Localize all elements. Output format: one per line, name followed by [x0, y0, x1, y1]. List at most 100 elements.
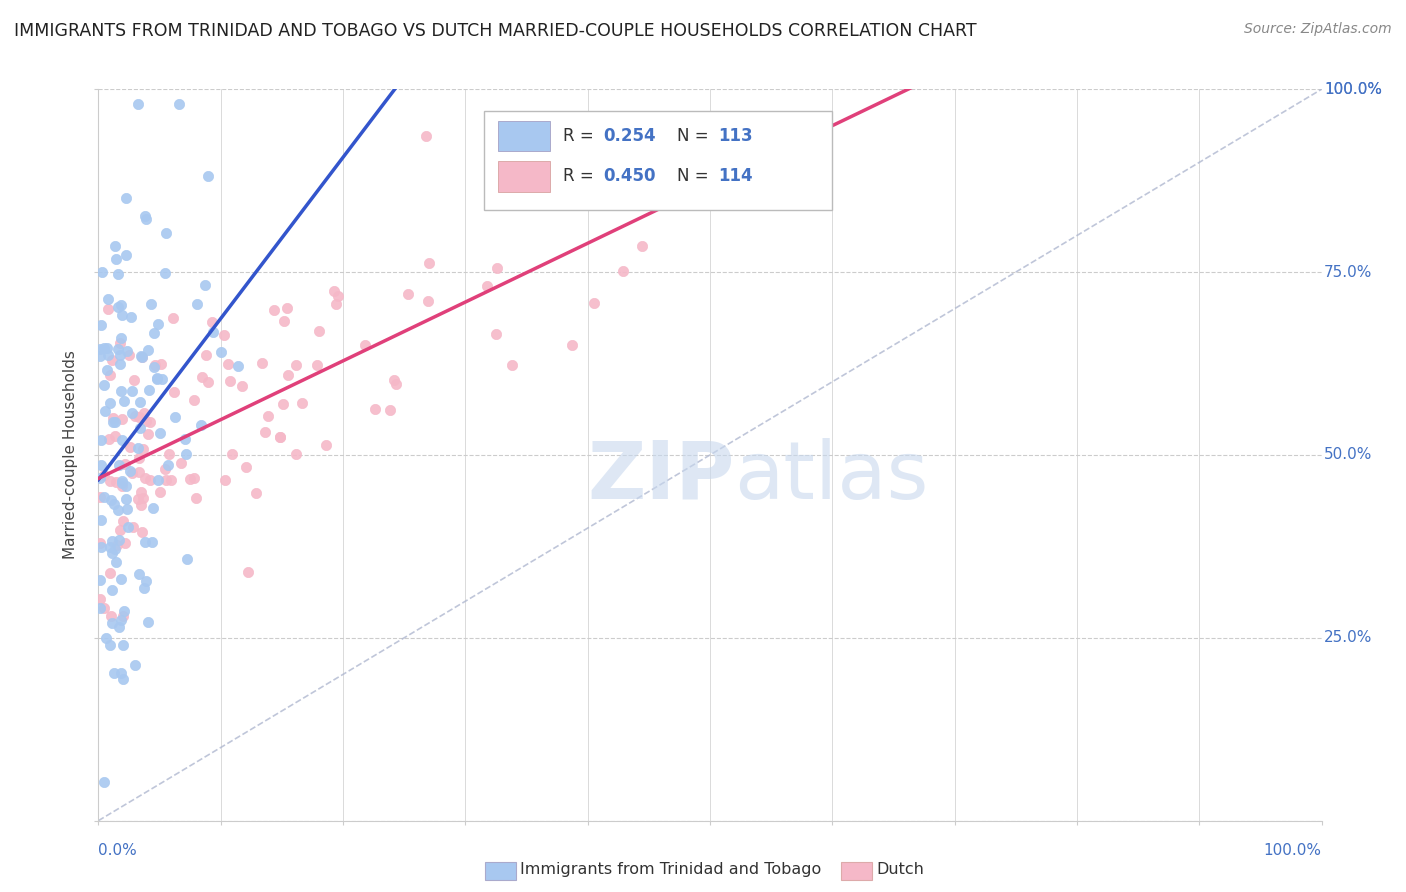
Point: [134, 414, 156, 428]
Point: [146, 372, 169, 386]
Point: [384, 376, 406, 391]
Text: Dutch: Dutch: [876, 863, 924, 877]
Point: [124, 658, 146, 673]
Point: [89, 513, 111, 527]
Point: [107, 267, 129, 281]
Point: [90, 318, 112, 332]
Point: [89, 600, 111, 615]
Point: [114, 536, 136, 550]
Point: [501, 359, 523, 373]
Point: [561, 337, 583, 351]
Point: [141, 535, 163, 549]
FancyBboxPatch shape: [498, 120, 550, 152]
Point: [197, 376, 219, 390]
Point: [475, 278, 498, 293]
FancyBboxPatch shape: [498, 161, 550, 192]
Point: [138, 384, 160, 398]
Text: atlas: atlas: [734, 438, 929, 516]
Point: [101, 415, 124, 429]
Point: [191, 370, 214, 384]
Point: [108, 357, 131, 371]
Point: [97, 302, 120, 317]
Point: [194, 278, 217, 293]
Point: [221, 447, 243, 461]
Point: [135, 574, 157, 589]
Point: [176, 552, 198, 566]
Point: [153, 266, 176, 280]
Point: [107, 301, 129, 315]
Point: [149, 357, 172, 371]
Point: [121, 520, 143, 534]
Point: [269, 430, 291, 444]
Point: [93, 378, 115, 392]
Text: 100.0%: 100.0%: [1264, 843, 1322, 857]
Point: [89, 573, 111, 587]
Point: [214, 328, 236, 343]
Point: [100, 608, 122, 623]
Y-axis label: Married-couple Households: Married-couple Households: [63, 351, 79, 559]
Point: [315, 438, 337, 452]
Point: [110, 523, 132, 537]
Point: [155, 473, 177, 487]
Point: [118, 441, 141, 455]
Point: [89, 349, 111, 363]
Point: [96, 342, 118, 356]
Point: [285, 358, 308, 372]
Point: [139, 473, 162, 487]
Point: [396, 287, 419, 301]
Point: [107, 620, 129, 634]
Point: [110, 298, 132, 312]
Point: [115, 343, 138, 358]
Text: 113: 113: [718, 127, 754, 145]
Point: [364, 402, 387, 417]
Point: [128, 410, 150, 425]
Point: [174, 432, 197, 446]
Point: [111, 638, 134, 652]
Point: [111, 515, 134, 529]
Text: Source: ZipAtlas.com: Source: ZipAtlas.com: [1244, 22, 1392, 37]
Point: [97, 292, 120, 306]
Point: [183, 392, 205, 407]
Point: [108, 533, 131, 547]
Point: [94, 631, 117, 645]
Point: [90, 458, 112, 473]
Text: N =: N =: [678, 167, 714, 186]
Point: [90, 540, 112, 554]
Point: [112, 393, 135, 408]
Point: [122, 373, 145, 387]
Point: [245, 486, 267, 500]
Point: [254, 425, 277, 440]
Point: [132, 406, 155, 420]
Point: [131, 525, 153, 540]
Point: [105, 555, 128, 569]
Point: [139, 296, 162, 310]
Point: [269, 430, 291, 444]
Point: [150, 372, 173, 386]
Point: [263, 303, 285, 318]
Point: [121, 384, 143, 399]
Point: [131, 350, 153, 364]
Text: R =: R =: [564, 167, 599, 186]
Point: [354, 337, 377, 351]
Point: [291, 395, 314, 409]
Point: [128, 450, 150, 465]
Point: [142, 500, 165, 515]
Point: [98, 474, 121, 488]
Point: [146, 317, 169, 331]
Point: [486, 260, 509, 275]
Point: [322, 285, 344, 299]
Text: 114: 114: [718, 167, 754, 186]
Point: [108, 336, 131, 351]
Point: [595, 190, 617, 204]
Point: [111, 308, 134, 322]
Point: [101, 353, 124, 368]
Point: [143, 359, 166, 374]
Point: [97, 348, 120, 362]
Point: [149, 426, 172, 441]
Point: [121, 406, 143, 420]
Text: IMMIGRANTS FROM TRINIDAD AND TOBAGO VS DUTCH MARRIED-COUPLE HOUSEHOLDS CORRELATI: IMMIGRANTS FROM TRINIDAD AND TOBAGO VS D…: [14, 22, 977, 40]
Point: [143, 358, 166, 372]
FancyBboxPatch shape: [484, 112, 832, 210]
Point: [121, 466, 143, 480]
Point: [416, 294, 439, 309]
